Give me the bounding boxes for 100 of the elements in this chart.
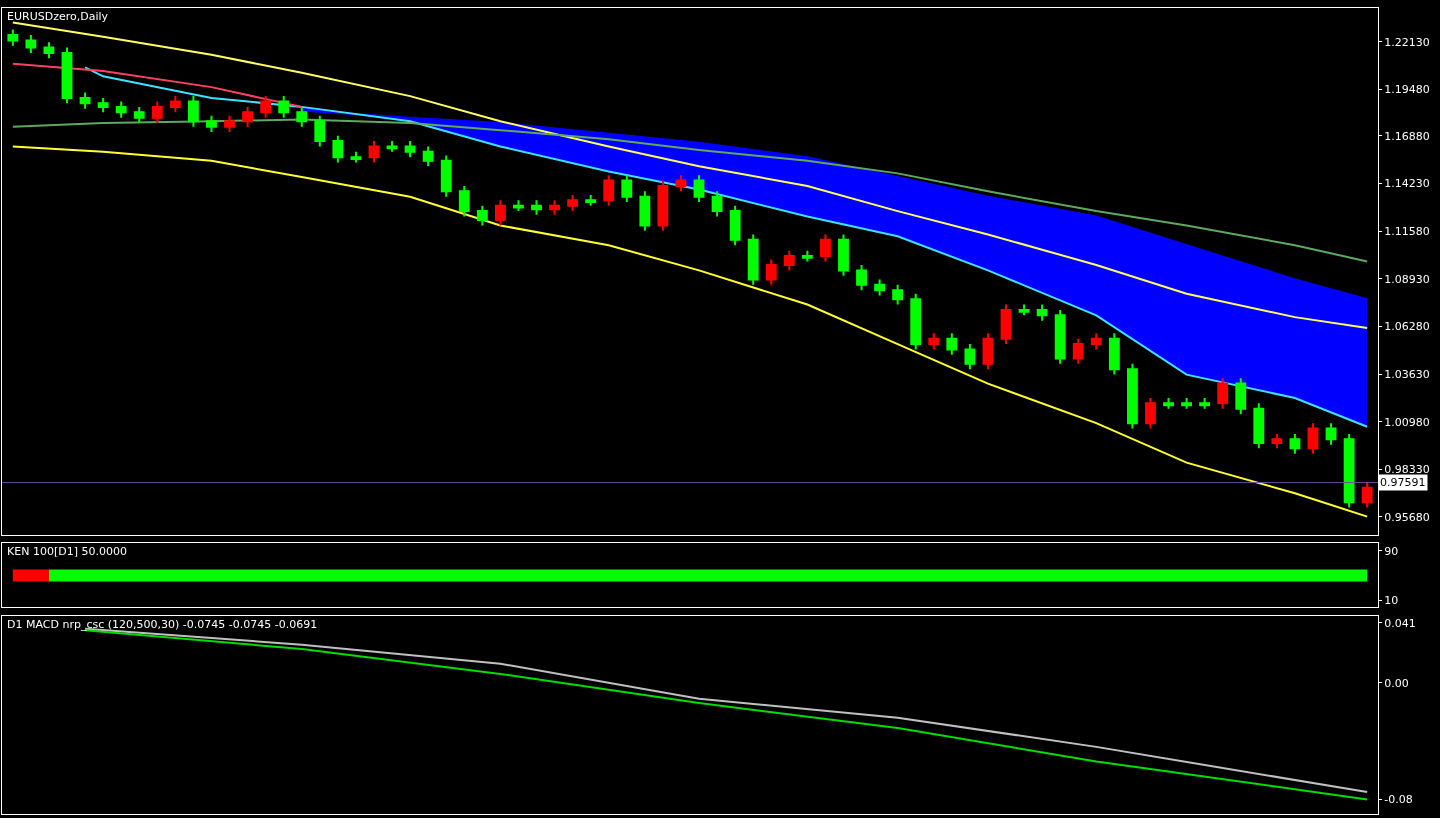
candlestick [892, 283, 904, 306]
y-tick-label: 0.041 [1384, 616, 1416, 630]
candlestick [458, 184, 470, 218]
candlestick [874, 278, 886, 297]
candlestick [296, 105, 308, 128]
y-tick-label: 1.08930 [1384, 272, 1430, 286]
candlestick [1325, 422, 1337, 446]
candlestick [260, 95, 272, 119]
candlestick [747, 233, 759, 286]
candlestick [476, 204, 488, 227]
candlestick [1108, 332, 1120, 376]
line-series [84, 66, 1369, 428]
candlestick [693, 174, 705, 204]
candlestick [350, 150, 362, 164]
candlestick [440, 154, 452, 198]
candlestick [494, 199, 506, 227]
candlestick [314, 114, 326, 148]
candlestick [928, 332, 940, 351]
candlestick [1000, 303, 1012, 346]
y-tick-label: 0.00 [1384, 676, 1409, 690]
y-tick-label: 1.22130 [1384, 35, 1430, 49]
candlestick [1126, 362, 1138, 430]
candlestick [1289, 432, 1301, 455]
y-tick-label: 1.03630 [1384, 367, 1430, 381]
candlestick [224, 114, 235, 134]
candlestick [838, 233, 849, 277]
candlestick [79, 91, 91, 110]
candlestick [964, 343, 976, 371]
candlestick [1054, 308, 1066, 365]
chart-title: D1 MACD nrp_csc (120,500,30) -0.0745 -0.0745 -0.0691 [7, 618, 318, 631]
y-tick-label: 1.14230 [1384, 177, 1430, 191]
candlestick [783, 249, 795, 272]
y-tick-label: 10 [1384, 594, 1399, 608]
candlestick [1181, 396, 1193, 410]
candlestick [1307, 422, 1319, 455]
candlestick [513, 199, 524, 213]
candlestick [97, 96, 109, 114]
candlestick [910, 292, 922, 351]
candlestick [1343, 432, 1355, 509]
candlestick [1271, 432, 1283, 450]
candlestick [61, 46, 73, 105]
candlestick [1145, 396, 1156, 430]
candlestick [531, 199, 542, 216]
candlestick [115, 100, 127, 119]
candlestick [1072, 337, 1084, 365]
candlestick [404, 140, 416, 159]
y-tick-label: 1.11580 [1384, 225, 1430, 239]
candlestick [151, 100, 163, 125]
y-tick-label: -0.08 [1384, 793, 1413, 807]
candlestick [856, 264, 867, 292]
candlestick [585, 193, 597, 207]
candlestick [639, 190, 651, 232]
candlestick [729, 204, 741, 247]
candlestick [43, 41, 55, 60]
candlestick [1199, 396, 1211, 410]
candlestick [187, 95, 199, 128]
chart-title: KEN 100[D1] 50.0000 [7, 545, 127, 558]
candlestick [603, 174, 615, 207]
candlestick [133, 105, 145, 125]
candlestick [242, 105, 254, 128]
candlestick [1361, 481, 1373, 509]
candlestick [1253, 402, 1265, 450]
candlestick [25, 34, 37, 54]
candlestick [657, 179, 669, 232]
candlestick [549, 199, 560, 216]
candlestick [368, 140, 380, 164]
line-series [11, 62, 303, 108]
candlestick [1090, 332, 1102, 351]
candlestick [422, 145, 434, 168]
candlestick [567, 193, 579, 213]
line-series [11, 118, 1369, 263]
y-tick-label: 1.06280 [1384, 320, 1430, 334]
y-tick-label: 1.00980 [1384, 415, 1430, 429]
candlestick [1217, 377, 1229, 410]
candlestick [332, 134, 344, 164]
candlestick [1163, 396, 1174, 410]
y-tick-label: 1.16880 [1384, 129, 1430, 143]
candlestick [621, 174, 633, 204]
candlestick [820, 233, 831, 263]
candlestick [765, 258, 777, 286]
candlestick [1036, 303, 1048, 322]
candlestick [386, 140, 398, 153]
chart-title: EURUSDzero,Daily [7, 10, 109, 23]
y-tick-label: 0.98330 [1384, 463, 1430, 477]
y-tick-label: 0.95680 [1384, 510, 1430, 524]
y-tick-label: 90 [1384, 544, 1399, 558]
line-series [11, 145, 1369, 518]
candlestick [946, 332, 958, 356]
candlestick [982, 332, 994, 371]
y-tick-label: 1.19480 [1384, 83, 1430, 97]
candlestick [675, 174, 687, 193]
candlestick [801, 249, 813, 263]
candlestick [169, 95, 181, 114]
candlestick [7, 28, 19, 47]
line-series [11, 21, 1369, 329]
candlestick [278, 95, 290, 119]
candlestick [711, 190, 723, 218]
candlestick [1018, 303, 1030, 317]
candlestick [1235, 377, 1247, 416]
ref-line-label: 0.97591 [1380, 476, 1426, 489]
